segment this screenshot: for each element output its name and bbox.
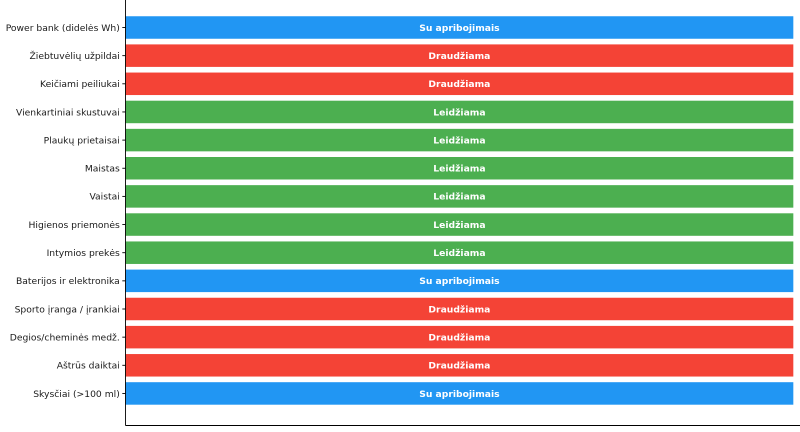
y-tick-label: Keičiami peiliukai [40,79,120,90]
bar-status-label: Su apribojimais [419,276,500,287]
bar-status-label: Draudžiama [428,79,490,90]
bar-status-label: Draudžiama [428,332,490,343]
bar-status-label: Leidžiama [433,248,485,259]
y-tick-label: Power bank (didelės Wh) [6,23,120,34]
y-tick-label: Baterijos ir elektronika [16,276,120,287]
y-axis-ticks-group: Power bank (didelės Wh) Žiebtuvėlių užpil… [6,23,126,400]
chart-bar [125,16,794,39]
chart-bar [125,44,794,67]
y-tick-label: Degios/cheminės medž. [10,332,120,343]
chart-bar [125,269,794,293]
y-tick-label: Aštrūs daiktai [57,361,120,372]
y-tick-label: Maistas [85,164,120,175]
bar-status-label: Draudžiama [428,361,490,372]
bar-status-label: Leidžiama [433,135,485,146]
bar-status-label: Draudžiama [428,51,490,62]
y-tick-label: Vaistai [89,192,119,203]
bar-status-label: Su apribojimais [419,389,500,400]
chart-bar [125,382,794,405]
bar-status-label: Leidžiama [433,220,485,231]
bar-status-label: Leidžiama [433,164,485,175]
chart-bar [125,213,794,236]
chart-bar [125,354,794,377]
y-tick-label: Skysčiai (>100 ml) [33,389,120,400]
chart-bar [125,157,794,180]
bar-status-label: Leidžiama [433,107,485,118]
bar-status-label: Draudžiama [428,304,490,315]
bar-status-label: Leidžiama [433,192,485,203]
chart-bar [125,72,794,96]
y-tick-label: Sporto įranga / įrankiai [15,304,120,315]
y-tick-label: Žiebtuvėlių užpildai [30,50,120,62]
bars-group: Su apribojimais Draudžiama Draudžiama Leidž… [125,16,794,405]
y-tick-label: Intymios prekės [47,248,120,259]
bar-status-label: Su apribojimais [419,23,500,34]
chart-bar [125,297,794,321]
y-tick-label: Vienkartiniai skustuvai [16,107,120,118]
chart-bar [125,128,794,152]
chart-bar [125,185,794,208]
y-tick-label: Higienos priemonės [29,220,121,231]
chart-bar [125,241,794,264]
chart-bar [125,325,794,349]
chart-bar [125,100,794,124]
y-tick-label: Plaukų prietaisai [44,135,120,146]
